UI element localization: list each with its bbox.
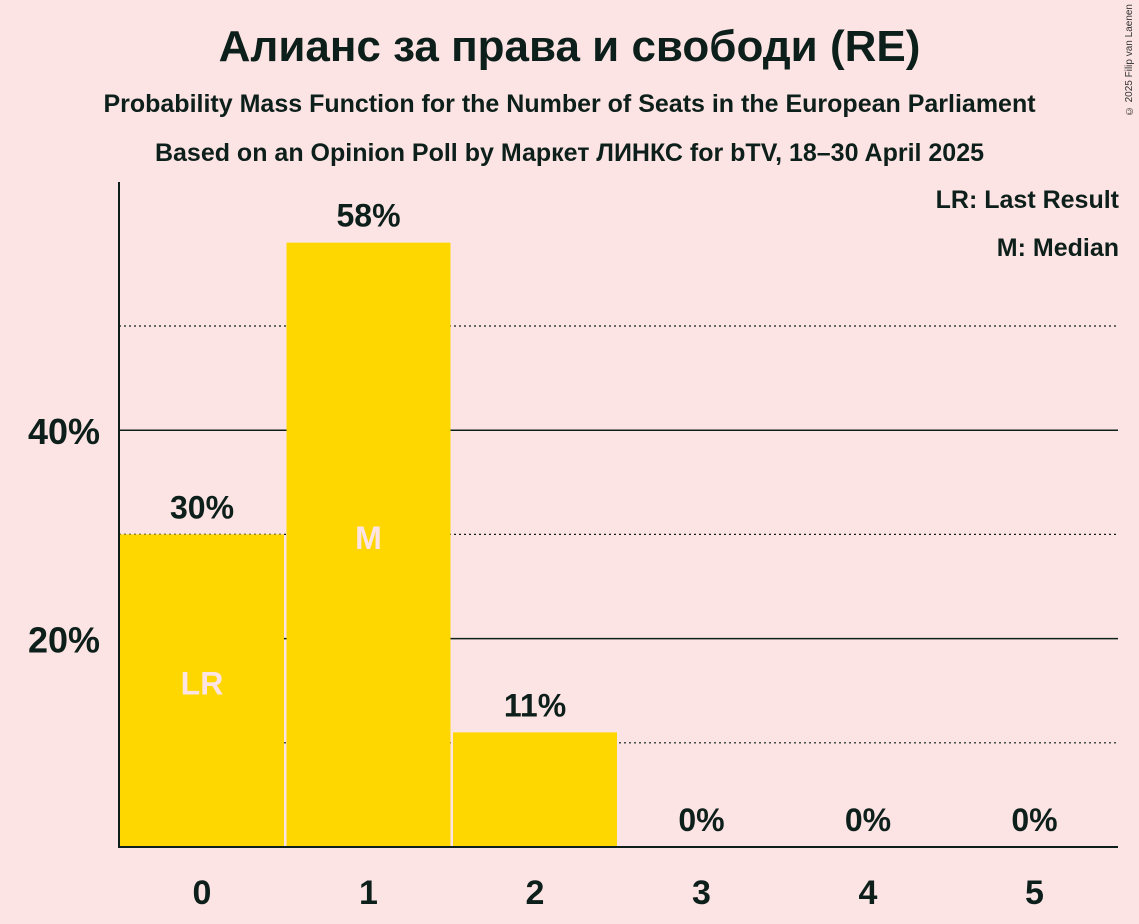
value-label-1: 58% (336, 198, 400, 234)
x-tick-label-5: 5 (1025, 874, 1044, 912)
x-tick-label-3: 3 (692, 874, 711, 912)
value-label-4: 0% (845, 802, 891, 838)
value-label-5: 0% (1011, 802, 1057, 838)
value-label-3: 0% (678, 802, 724, 838)
legend-median: M: Median (996, 234, 1119, 262)
legend-last-result: LR: Last Result (935, 186, 1119, 214)
x-tick-label-1: 1 (359, 874, 378, 912)
chart-source-subtitle: Based on an Opinion Poll by Маркет ЛИНКС… (154, 139, 985, 167)
value-label-2: 11% (504, 687, 566, 723)
y-tick-label-20: 20% (28, 620, 100, 661)
y-tick-label-40: 40% (28, 411, 100, 452)
bar-0 (120, 534, 284, 847)
value-label-0: 30% (170, 489, 234, 525)
x-tick-label-2: 2 (526, 874, 545, 912)
bar-1 (286, 242, 451, 847)
chart-title: Алианс за права и свободи (RE) (218, 22, 921, 71)
bar-marker-lr: LR (181, 666, 224, 702)
x-tick-label-4: 4 (859, 874, 878, 912)
bar-marker-m: M (355, 520, 382, 556)
chart-subtitle: Probability Mass Function for the Number… (103, 90, 1036, 118)
x-tick-label-0: 0 (193, 874, 212, 912)
bar-2 (453, 732, 617, 847)
